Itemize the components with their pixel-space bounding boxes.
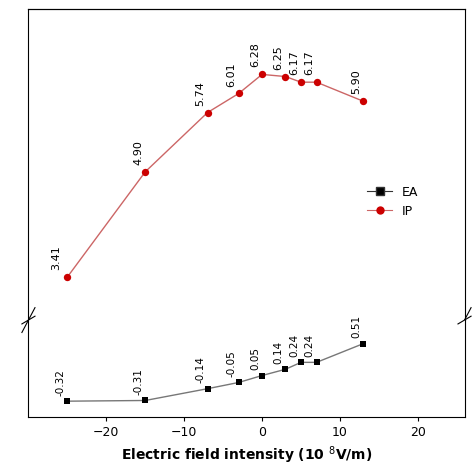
Legend: EA, IP: EA, IP [362, 181, 423, 223]
Point [258, 372, 266, 379]
Point [64, 397, 71, 405]
Text: 6.28: 6.28 [250, 43, 260, 67]
Point [204, 385, 211, 392]
Text: 0.24: 0.24 [305, 334, 315, 357]
Point [235, 90, 243, 97]
Text: 6.25: 6.25 [273, 45, 283, 70]
Text: 5.74: 5.74 [196, 81, 206, 106]
Text: 6.17: 6.17 [289, 51, 299, 75]
Point [258, 71, 266, 78]
Point [64, 273, 71, 281]
Text: 0.24: 0.24 [289, 334, 299, 357]
Point [282, 73, 289, 80]
Point [141, 168, 149, 176]
Point [359, 98, 367, 105]
Text: 4.90: 4.90 [133, 140, 143, 165]
Point [282, 365, 289, 373]
Point [141, 397, 149, 404]
Text: 3.41: 3.41 [51, 246, 61, 270]
Text: 0.51: 0.51 [351, 315, 361, 338]
Point [235, 379, 243, 386]
Point [297, 78, 305, 86]
Text: 0.14: 0.14 [273, 341, 283, 364]
X-axis label: Electric field intensity (10 $^{8}$V/m): Electric field intensity (10 $^{8}$V/m) [121, 445, 372, 466]
Text: -0.32: -0.32 [55, 369, 65, 396]
Text: 6.17: 6.17 [305, 51, 315, 75]
Text: 0.05: 0.05 [250, 347, 260, 370]
Text: -0.05: -0.05 [227, 350, 237, 377]
Text: 5.90: 5.90 [351, 70, 361, 94]
Text: -0.14: -0.14 [196, 356, 206, 383]
Point [204, 109, 211, 116]
Text: 6.01: 6.01 [227, 62, 237, 87]
Point [297, 358, 305, 366]
Point [359, 340, 367, 347]
Point [313, 78, 320, 86]
Text: -0.31: -0.31 [133, 368, 143, 395]
Point [313, 358, 320, 366]
